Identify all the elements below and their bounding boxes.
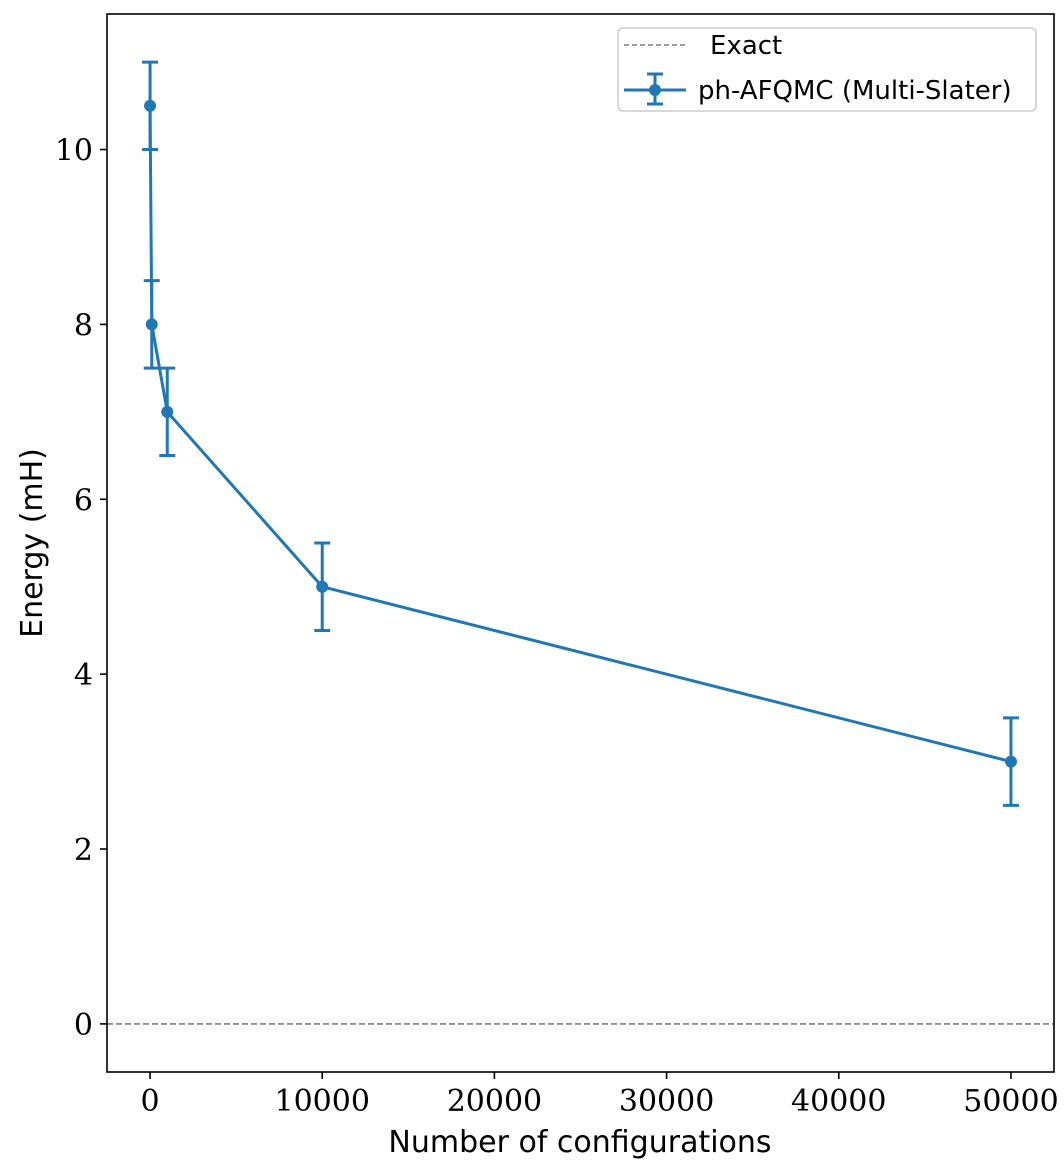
- y-tick-label: 4: [74, 658, 93, 693]
- y-tick-label: 10: [55, 134, 93, 169]
- x-tick-label: 0: [140, 1084, 159, 1119]
- y-tick-label: 0: [74, 1008, 93, 1043]
- legend-box: [617, 27, 1037, 112]
- x-tick-label: 20000: [447, 1084, 542, 1119]
- x-tick-label: 30000: [619, 1084, 714, 1119]
- y-tick-label: 8: [74, 308, 93, 343]
- data-point: [161, 405, 174, 418]
- legend-exact-label: Exact: [710, 31, 782, 61]
- legend-series-label: ph-AFQMC (Multi-Slater): [698, 76, 1012, 106]
- x-axis-label: Number of configurations: [388, 1125, 771, 1160]
- y-tick-label: 2: [74, 833, 93, 868]
- data-point: [316, 580, 329, 593]
- y-tick-label: 6: [74, 483, 93, 518]
- legend: Exact ph-AFQMC (Multi-Slater): [617, 27, 1037, 112]
- data-point: [145, 318, 158, 331]
- x-tick-label: 40000: [791, 1084, 886, 1119]
- legend-series-marker: [649, 84, 661, 96]
- x-tick-label: 10000: [275, 1084, 370, 1119]
- y-axis-label: Energy (mH): [15, 448, 50, 638]
- data-point: [144, 99, 157, 112]
- x-tick-label: 50000: [963, 1084, 1058, 1119]
- data-point: [1004, 755, 1017, 768]
- axes-frame: [106, 13, 1055, 1073]
- plot-area: [107, 14, 1054, 1072]
